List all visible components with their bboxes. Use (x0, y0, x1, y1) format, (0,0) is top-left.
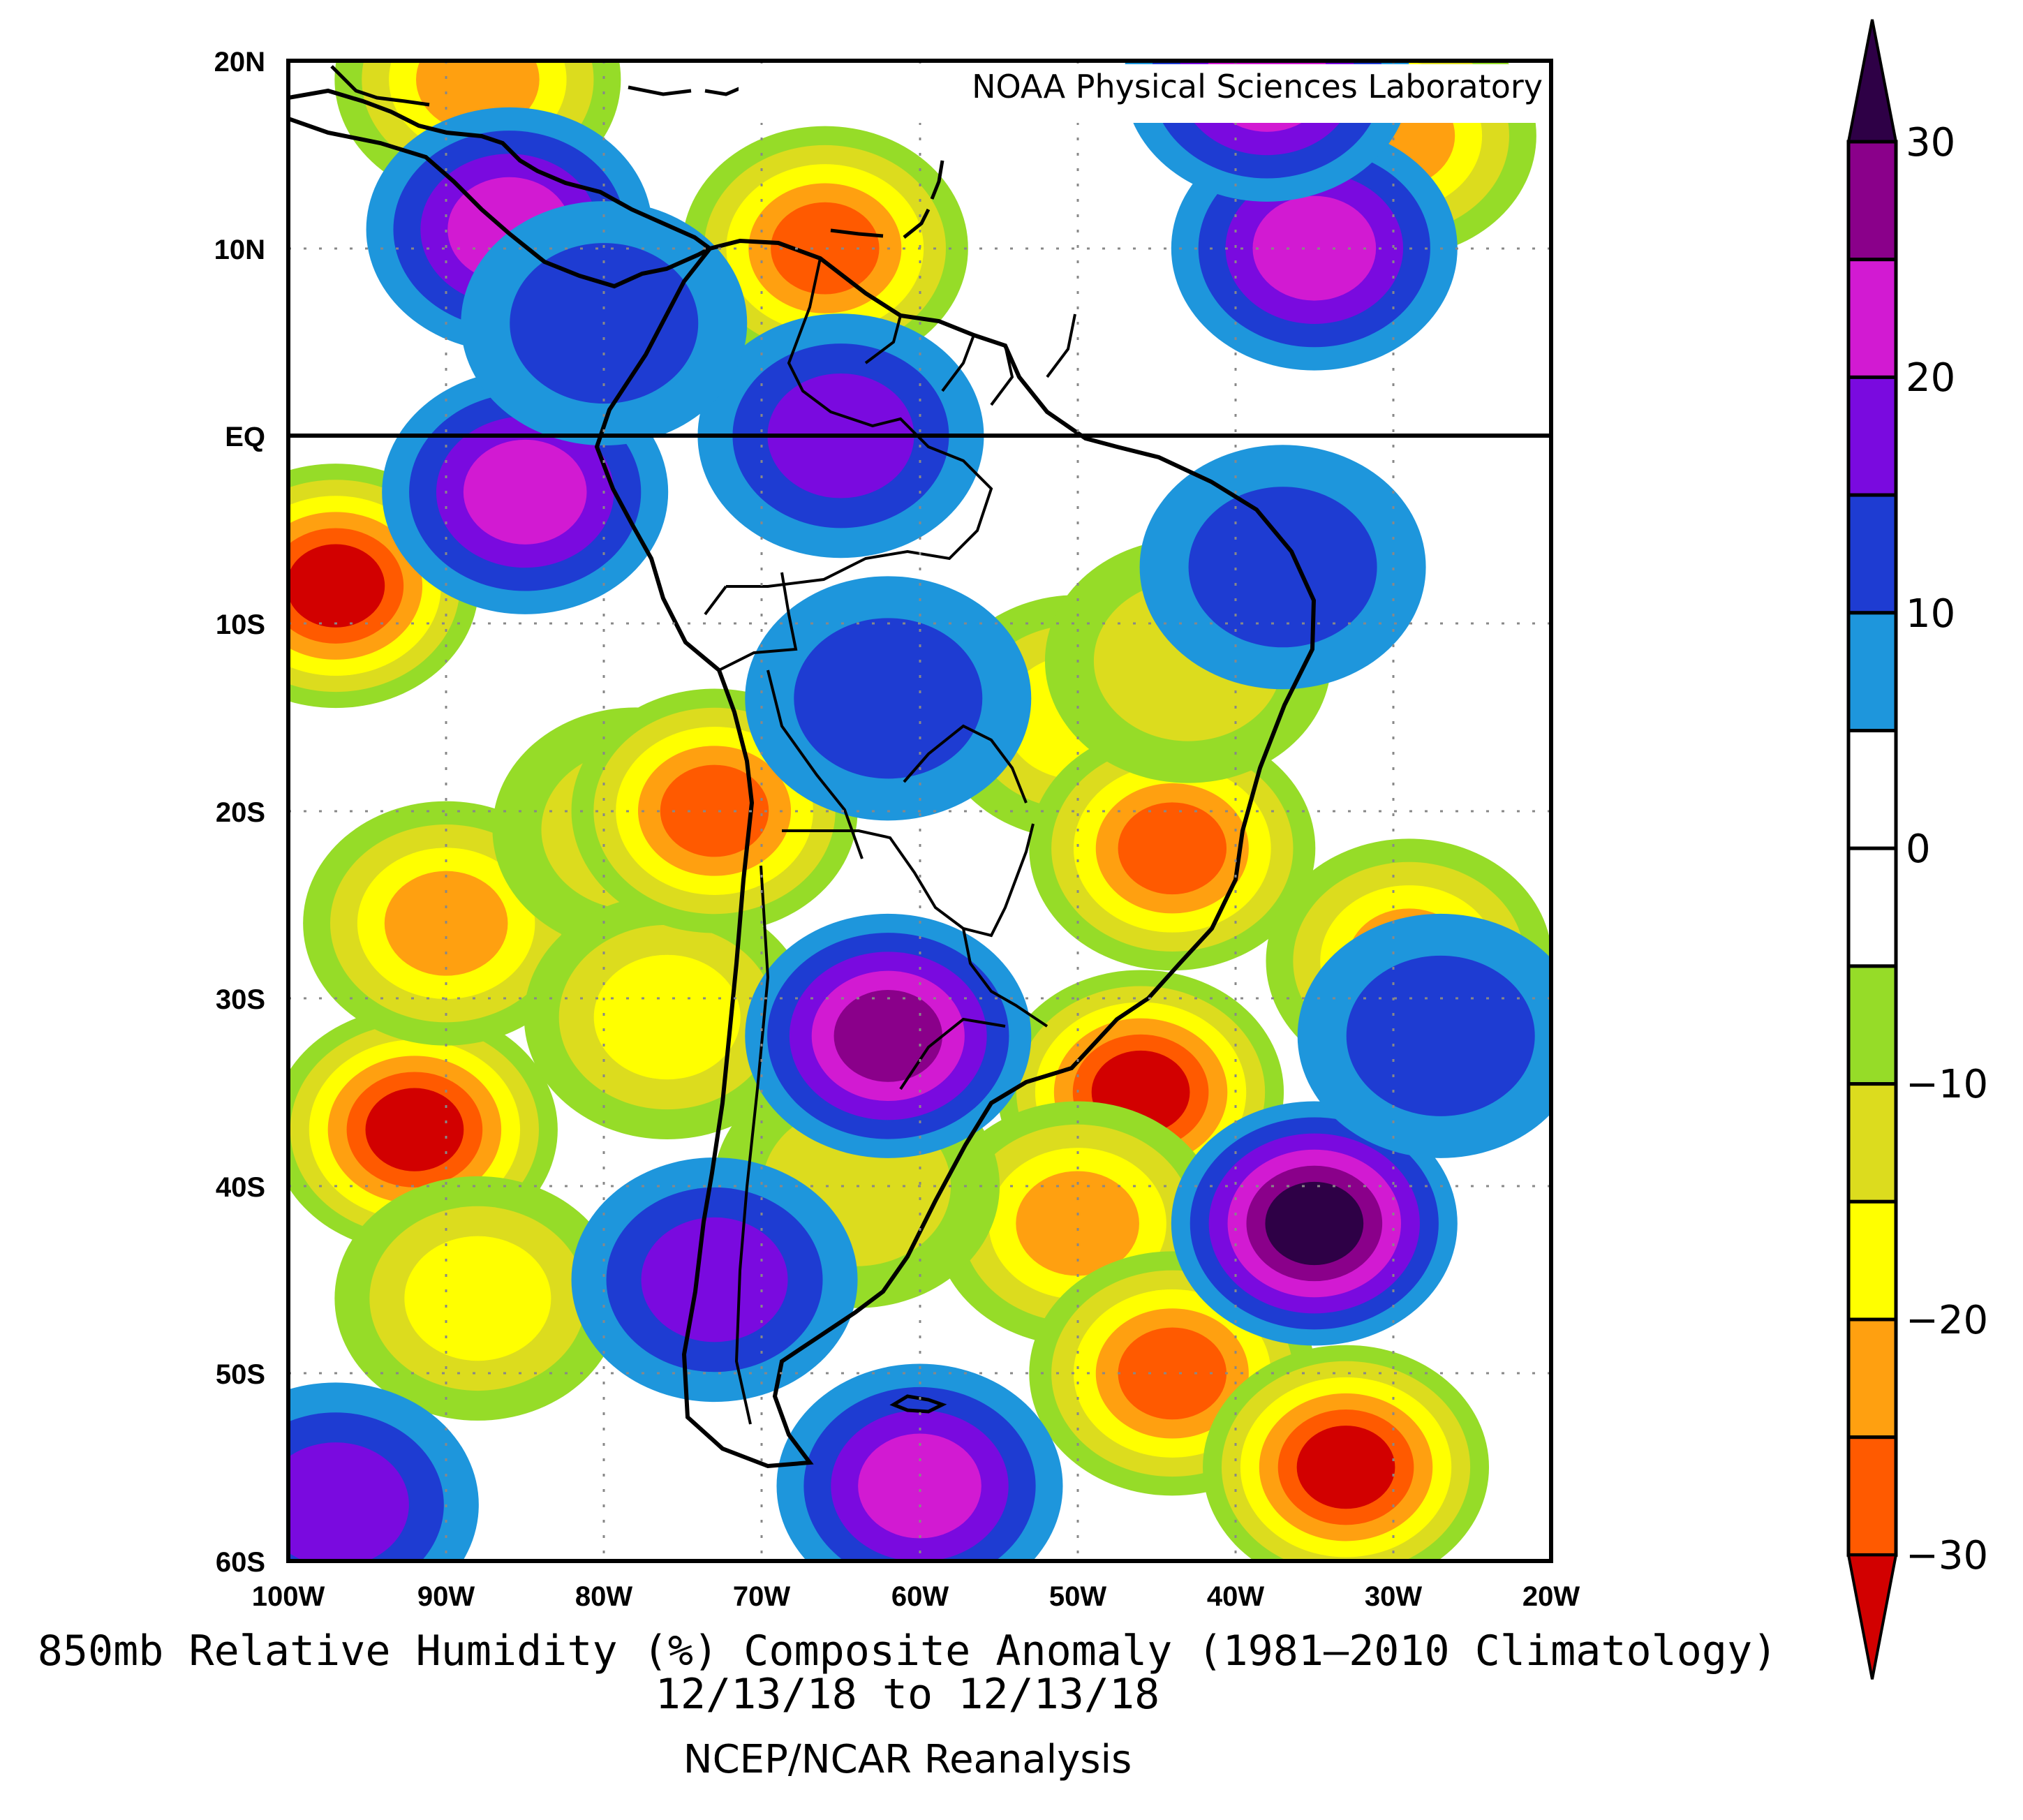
colorbar-band (1846, 493, 1898, 615)
anomaly-contour (365, 1088, 464, 1171)
lat-label: 10S (216, 609, 265, 640)
colorbar-band (1846, 1199, 1898, 1322)
anomaly-contour (641, 1217, 788, 1342)
colorbar-band (1846, 375, 1898, 497)
colorbar-label: −20 (1906, 1298, 1988, 1343)
lon-label: 60W (891, 1581, 949, 1612)
lon-label: 70W (733, 1581, 790, 1612)
lon-label: 100W (252, 1581, 325, 1612)
colorbar-band (1846, 611, 1898, 732)
longitude-labels: 100W 90W 80W 70W 60W 50W 40W 30W 20W (252, 1581, 1580, 1612)
colorbar-band (1846, 846, 1898, 968)
colorbar-bands (1846, 19, 1898, 1680)
colorbar-arrow-bottom (1846, 1553, 1898, 1680)
lon-label: 20W (1522, 1581, 1580, 1612)
anomaly-contour (771, 202, 880, 295)
anomaly-contour (463, 439, 587, 545)
lat-label: 50S (216, 1359, 265, 1390)
colorbar-label: −10 (1906, 1062, 1988, 1107)
lat-label: 40S (216, 1172, 265, 1203)
colorbar-band (1846, 729, 1898, 850)
anomaly-contour (660, 764, 769, 857)
central-america-coastline (288, 88, 711, 289)
caption-title: 850mb Relative Humidity (%) Composite An… (37, 1627, 1778, 1675)
lat-label: 20S (216, 797, 265, 828)
graticule (288, 61, 1551, 1561)
caption-source: NCEP/NCAR Reanalysis (683, 1737, 1132, 1782)
anomaly-contour (593, 954, 741, 1080)
map-frame (286, 59, 1553, 1563)
colorbar-label: −30 (1906, 1533, 1988, 1578)
colorbar: 30 20 10 0 −10 −20 −30 (1846, 19, 1988, 1680)
anomaly-contour (1188, 487, 1377, 648)
anomaly-contour (1265, 1181, 1364, 1266)
banner-background (739, 64, 1550, 123)
lon-label: 40W (1207, 1581, 1264, 1612)
colorbar-label: 20 (1906, 355, 1955, 401)
coastline-south-america (288, 65, 1317, 1469)
colorbar-band (1846, 1435, 1898, 1557)
anomaly-contour (833, 989, 943, 1082)
banner-text: NOAA Physical Sciences Laboratory (972, 68, 1543, 105)
colorbar-band (1846, 1082, 1898, 1204)
lat-label: 60S (216, 1547, 265, 1578)
anomaly-contour (1252, 195, 1377, 301)
colorbar-arrow-top (1846, 19, 1898, 143)
lon-label: 90W (417, 1581, 475, 1612)
caribbean-islands (330, 65, 944, 239)
colorbar-label: 10 (1906, 591, 1955, 637)
colorbar-band (1846, 140, 1898, 262)
anomaly-contour (1016, 1171, 1139, 1276)
lon-label: 30W (1365, 1581, 1422, 1612)
anomaly-contour (794, 618, 983, 779)
lat-label: EQ (225, 422, 265, 452)
colorbar-labels: 30 20 10 0 −10 −20 −30 (1906, 120, 1988, 1578)
lat-label: 10N (214, 235, 265, 265)
colorbar-band (1846, 1317, 1898, 1440)
anomaly-contour (288, 1442, 409, 1561)
anomaly-contour (288, 544, 385, 628)
caption-date-range: 12/13/18 to 12/13/18 (655, 1670, 1160, 1719)
colorbar-label: 30 (1906, 120, 1955, 165)
lat-label: 20N (214, 47, 265, 77)
colorbar-band (1846, 258, 1898, 379)
lon-label: 80W (575, 1581, 632, 1612)
latitude-labels: 20N 10N EQ 10S 20S 30S 40S 50S 60S (214, 47, 265, 1578)
map-plot-area: NOAA Physical Sciences Laboratory (286, 59, 1553, 1563)
anomaly-contour (1296, 1426, 1395, 1509)
south-america-coastline (594, 238, 1317, 1469)
anomaly-contour (858, 1433, 981, 1539)
falkland-islands (889, 1394, 947, 1414)
lat-label: 30S (216, 984, 265, 1015)
anomaly-contour (1346, 955, 1535, 1116)
colorbar-label: 0 (1906, 827, 1931, 872)
lon-label: 50W (1049, 1581, 1106, 1612)
country-borders (704, 258, 1076, 1425)
colorbar-band (1846, 964, 1898, 1086)
anomaly-contour (404, 1236, 551, 1361)
anomaly-contour (1118, 1327, 1227, 1420)
anomaly-contour (1118, 802, 1227, 895)
